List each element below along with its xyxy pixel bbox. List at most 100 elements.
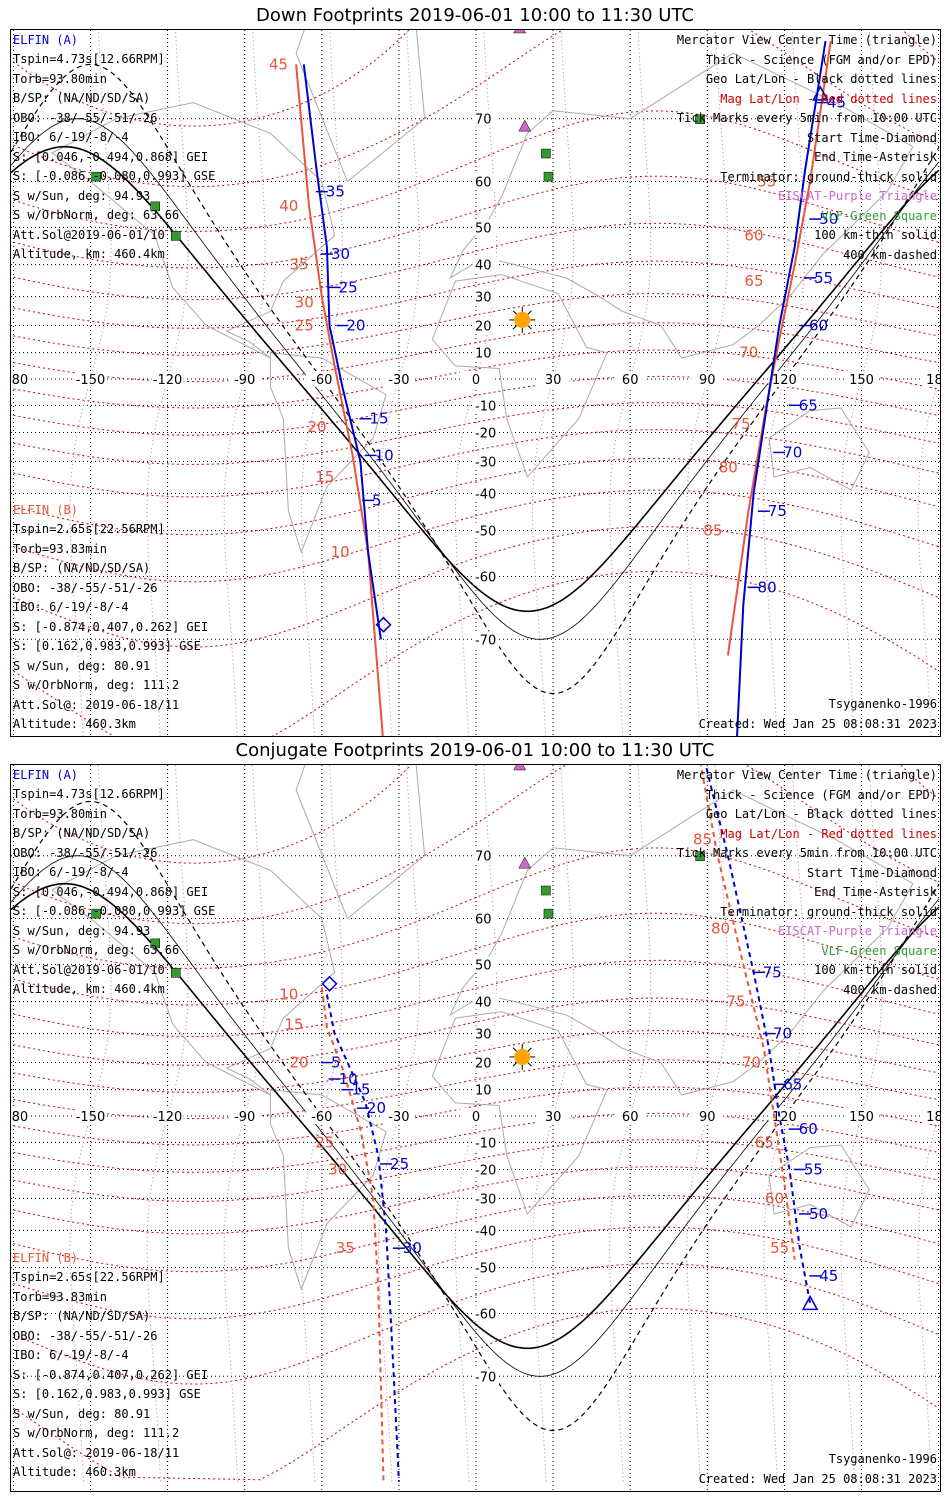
eiscat-triangle [518,119,532,132]
map-panel-down[interactable]: -180 -150 -120 -90 -60 -30 0 30 60 90 120 150 180 70 6… [10,29,941,737]
lat-label-bg [473,397,499,414]
mag-lat-line [13,1112,939,1173]
mag-lat-line [13,1030,939,1093]
lon-tick-label: -120 [153,373,183,388]
continent-outline [768,1144,870,1228]
elfin-b-tick-label: 60 [744,226,763,244]
elfin-b-info: S w/Sun, deg: 80.91 [13,658,151,673]
vlf-square [543,908,554,919]
lat-label-bg [473,522,499,539]
elfin-b-tick-label: 55 [770,1239,789,1257]
vlf-square [695,114,705,124]
lat-tick-label: 10 [475,1084,492,1099]
elfin-a-tick-label: 20 [346,317,365,335]
elfin-b-info: S: [0.162,0.983,0.993] GSE [13,1387,201,1401]
lat-tick-label: 70 [475,850,492,865]
lon-tick-label: -120 [153,1110,183,1125]
lon-label-bg [614,371,647,387]
lat-label-bg [473,1025,499,1042]
elfin-b-tick-label: 70 [742,1054,761,1072]
sun-icon [514,1048,531,1065]
lat-tick-label: 60 [475,175,492,190]
elfin-b-tick-label: 35 [336,1239,355,1257]
mag-lat-line [13,1139,939,1202]
lat-tick-label: 30 [475,291,492,306]
lat-tick-label: 20 [475,1057,492,1072]
lon-label-bg [922,1108,940,1124]
vlf-square [543,171,554,182]
lon-label-bg [228,371,261,387]
lat-tick-label: -40 [475,1224,496,1239]
lon-tick-label: -90 [234,1110,255,1125]
elfin-a-tick-label: 75 [763,963,782,981]
elfin-a-tick-label: 65 [783,1075,802,1093]
lat-tick-label: -20 [475,1163,496,1178]
vlf-square [171,968,181,978]
lon-tick-label: 60 [622,1110,639,1125]
mag-lat-line [13,375,939,436]
lat-tick-label: -50 [475,525,496,540]
legend-item: EISCAT-Purple Triangle [778,924,937,938]
lon-label-bg [614,1108,647,1124]
elfin-b-tick-label: 60 [765,1189,784,1207]
elfin-b-tick-label: 85 [693,831,712,849]
lat-label-bg [473,631,499,648]
elfin-a-track [325,994,400,1482]
elfin-b-tick-label: 75 [726,993,745,1011]
map-panel-conjugate[interactable]: -180-150-120-90-60-300306090120150180706… [10,764,941,1492]
elfin-a-tick-label: 55 [804,1160,823,1178]
elfin-a-tick-label: 10 [339,1070,358,1088]
continent-outline [431,1011,608,1215]
elfin-b-info: OBO: -38/-55/-51/-26 [13,1328,158,1343]
legend-item: 100 km-thin solid [814,963,937,977]
elfin-b-tick-label: 15 [284,1015,303,1033]
lat-tick-label: -50 [475,1262,496,1277]
elfin-a-name: ELFIN (A) [13,33,79,47]
sun-ray [527,310,532,315]
mag-lat-line [13,429,939,498]
lon-label-bg [74,371,107,387]
legend-item: VLF-Green Square [821,943,937,958]
continent-outline [269,352,387,554]
elfin-a-info: S w/OrbNorm, deg: 63.66 [13,208,180,222]
legend-item: Tick Marks every 5min from 10:00 UTC [676,111,937,125]
elfin-a-info: S w/OrbNorm, deg: 63.66 [13,943,180,957]
sun-ray [527,325,532,330]
mag-lat-line [13,30,939,127]
lat-label-bg [473,1190,499,1207]
elfin-b-name: ELFIN (B) [13,503,79,517]
elfin-a-tick-label: 55 [814,269,833,287]
legend-item: Tick Marks every 5min from 10:00 UTC [676,846,937,860]
map-canvas[interactable]: -180-150-120-90-60-300306090120150180706… [11,30,940,736]
map-canvas[interactable]: -180-150-120-90-60-300306090120150180706… [11,765,940,1491]
elfin-a-info: OBO: -38/-55/-51/-26 [13,845,158,860]
panel-title-down: Down Footprints 2019-06-01 10:00 to 11:3… [256,5,694,26]
eiscat-triangle [513,30,527,34]
elfin-a-tick-label: 25 [390,1155,409,1173]
elfin-a-info: Tspin=4.73s[12.66RPM] [13,787,165,801]
elfin-a-tick-label: 45 [819,1267,838,1285]
vlf-square [91,908,101,919]
elfin-b-tick-label: 30 [328,1160,347,1178]
lon-label-bg [382,371,415,387]
elfin-a-info: Att.Sol@2019-06-01/10 [13,962,165,977]
elfin-b-info: S w/OrbNorm, deg: 111.2 [13,678,180,692]
lat-label-bg [473,344,499,361]
lat-tick-label: 40 [475,996,492,1011]
elfin-b-tick-label: 65 [755,1133,774,1151]
elfin-b-info: S w/Sun, deg: 80.91 [13,1406,151,1421]
vlf-square [695,851,705,861]
elfin-b-tick-label: 20 [290,1054,309,1072]
elfin-b-tick-label: 65 [744,272,763,290]
lon-label-bg [691,1108,724,1124]
vlf-square [541,148,551,159]
mag-lat-line [13,489,939,583]
mag-lat-line [13,1307,939,1481]
elfin-a-info: S: [-0.086,-0.080,0.993] GSE [13,904,216,918]
mag-lat-line [13,222,939,301]
elfin-b-tick-label: 15 [315,468,334,486]
mag-lat-line [13,1086,939,1146]
lat-tick-label: 50 [475,221,492,236]
mag-lat-line [13,1166,939,1235]
mag-lat-line [13,526,939,648]
